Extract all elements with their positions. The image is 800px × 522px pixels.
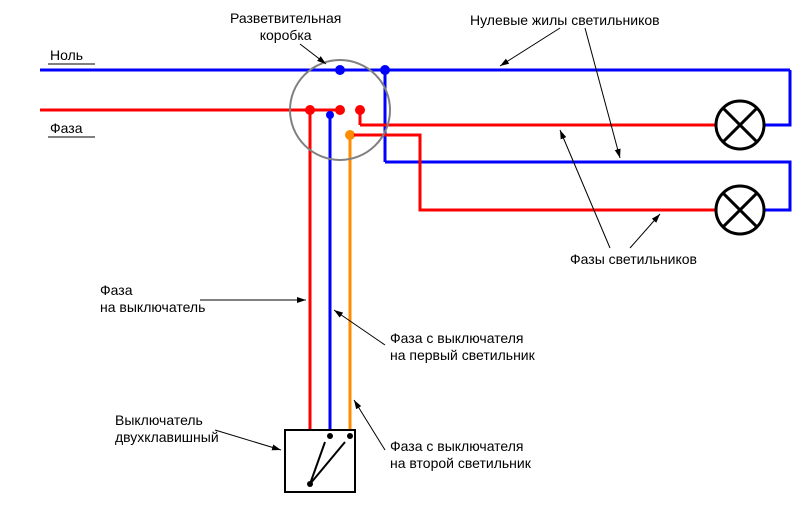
phase-label: Фаза xyxy=(50,120,82,137)
phase-switch-1-label: Фаза с выключателя на первый светильник xyxy=(390,330,535,364)
phase-to-switch-label: Фаза на выключатель xyxy=(100,282,205,316)
junction-box-label: Разветвительная коробка xyxy=(230,10,341,44)
neutral-label: Ноль xyxy=(50,47,83,64)
lamp-phases-label: Фазы светильников xyxy=(570,251,697,268)
neutral-cores-label: Нулевые жилы светильников xyxy=(470,12,660,29)
phase-switch-2-label: Фаза с выключателя на второй светильник xyxy=(390,438,531,472)
double-switch-label: Выключатель двухклавишный xyxy=(115,412,219,446)
